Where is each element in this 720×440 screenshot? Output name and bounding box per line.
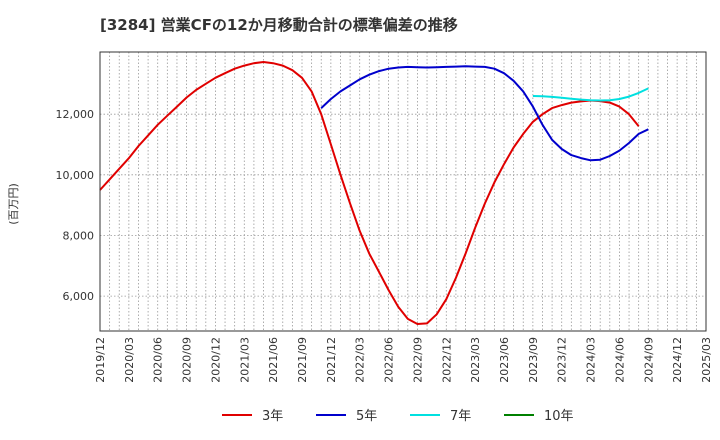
series-line-3年 xyxy=(99,61,640,325)
x-tick-label: 2020/03 xyxy=(123,337,136,383)
y-axis-label: (百万円) xyxy=(7,183,20,225)
x-tick-label: 2022/03 xyxy=(354,337,367,383)
x-tick-label: 2023/12 xyxy=(556,337,569,383)
x-tick-label: 2019/12 xyxy=(94,337,107,383)
series-lines xyxy=(99,61,649,325)
x-tick-label: 2020/06 xyxy=(152,337,165,383)
legend: 3年 5年 7年 10年 xyxy=(222,409,574,424)
y-tick-label: 6,000 xyxy=(63,290,95,303)
plot-frame xyxy=(99,51,707,332)
x-tick-label: 2022/06 xyxy=(383,337,396,383)
x-tick-label: 2020/09 xyxy=(181,337,194,383)
grid xyxy=(100,52,706,331)
series-line-5年 xyxy=(320,65,649,162)
x-tick-label: 2020/12 xyxy=(209,337,222,383)
x-tick-label: 2023/09 xyxy=(527,337,540,383)
x-tick-label: 2024/03 xyxy=(585,337,598,383)
x-tick-label: 2023/06 xyxy=(498,337,511,383)
x-tick-label: 2021/09 xyxy=(296,337,309,383)
x-tick-label: 2024/06 xyxy=(613,337,626,383)
chart-title: [3284] 営業CFの12か月移動合計の標準偏差の推移 xyxy=(100,16,458,34)
y-tick-label: 10,000 xyxy=(56,169,95,182)
x-tick-label: 2021/06 xyxy=(267,337,280,383)
x-tick-label: 2022/12 xyxy=(440,337,453,383)
legend-label-3年: 3年 xyxy=(262,409,283,424)
x-tick-label: 2024/12 xyxy=(671,337,684,383)
x-tick-label: 2024/09 xyxy=(642,337,655,383)
x-ticks: 2019/12 2020/03 2020/06 2020/09 2020/12 2021/… xyxy=(94,337,713,383)
legend-label-10年: 10年 xyxy=(544,409,574,424)
legend-label-5年: 5年 xyxy=(356,409,377,424)
x-tick-label: 2023/03 xyxy=(469,337,482,383)
y-tick-label: 8,000 xyxy=(63,229,95,242)
x-tick-label: 2021/03 xyxy=(238,337,251,383)
x-tick-label: 2021/12 xyxy=(325,337,338,383)
series-line-7年 xyxy=(532,87,649,102)
y-ticks: 6,000 8,000 10,000 12,000 xyxy=(56,108,95,303)
legend-label-7年: 7年 xyxy=(450,409,471,424)
y-tick-label: 12,000 xyxy=(56,108,95,121)
x-tick-label: 2025/03 xyxy=(700,337,713,383)
x-tick-label: 2022/09 xyxy=(411,337,424,383)
